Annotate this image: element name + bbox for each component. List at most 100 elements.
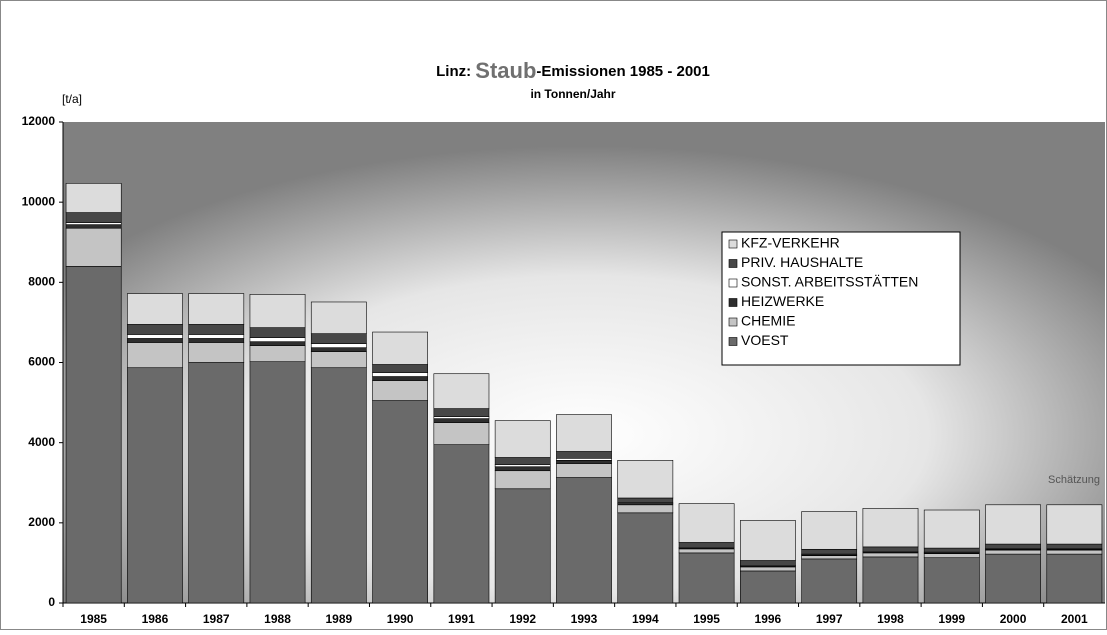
bar-segment: [985, 543, 1041, 549]
y-tick-label: 0: [48, 595, 55, 609]
bar-segment: [1046, 549, 1103, 555]
chart-title: Linz: Staub-Emissionen 1985 - 2001: [436, 58, 710, 83]
x-tick-label: 1999: [938, 612, 965, 626]
bar-segment: [310, 333, 367, 344]
x-tick-label: 1988: [264, 612, 291, 626]
bar-segment: [494, 420, 551, 458]
x-tick-label: 1996: [755, 612, 782, 626]
bar-segment: [310, 347, 367, 352]
bar-segment: [127, 334, 183, 339]
x-tick-label: 1995: [693, 612, 720, 626]
bar-segment: [494, 464, 551, 468]
bar-segment: [65, 183, 122, 213]
bar-segment: [433, 416, 490, 419]
bar-segment: [801, 558, 858, 604]
bar-segment: [494, 466, 551, 472]
bar-segment: [1046, 504, 1103, 545]
bar-segment: [127, 367, 183, 604]
bar-segment: [188, 334, 245, 339]
bar-segment: [617, 504, 674, 514]
title-part: Linz:: [436, 63, 475, 80]
x-tick-label: 1992: [509, 612, 536, 626]
bar-segment: [127, 338, 183, 343]
bar-segment: [65, 265, 122, 604]
bar-segment: [617, 497, 674, 504]
bar-segment: [65, 212, 122, 223]
bar-segment: [801, 511, 858, 550]
bar-segment: [188, 342, 245, 363]
y-tick-label: 6000: [28, 355, 55, 369]
bar-segment: [678, 503, 735, 543]
bar-segment: [923, 547, 980, 553]
bar-segment: [310, 343, 367, 348]
bar-segment: [65, 224, 122, 229]
x-tick-label: 1989: [325, 612, 352, 626]
x-tick-label: 1997: [816, 612, 843, 626]
title-part: Staub: [475, 58, 536, 83]
x-tick-label: 1994: [632, 612, 659, 626]
bar-segment: [985, 549, 1041, 555]
bar-segment: [433, 422, 490, 445]
bar-segment: [862, 556, 919, 604]
bar-segment: [556, 463, 612, 478]
y-tick-label: 2000: [28, 515, 55, 529]
bar-segment: [923, 509, 980, 549]
bar-segment: [556, 457, 612, 461]
bar-segment: [862, 508, 919, 548]
legend-swatch: [728, 298, 738, 307]
x-tick-label: 1991: [448, 612, 475, 626]
bar-segment: [433, 373, 490, 409]
bar-segment: [249, 341, 306, 346]
bar-segment: [985, 553, 1041, 604]
legend-label: CHEMIE: [741, 313, 795, 329]
bar-segment: [310, 351, 367, 369]
subtitle: in Tonnen/Jahr: [530, 87, 615, 101]
y-tick-label: 4000: [28, 435, 55, 449]
annotation: Schätzung: [1048, 474, 1100, 486]
legend-swatch: [728, 337, 738, 346]
bar-segment: [494, 470, 551, 490]
x-tick-label: 2000: [1000, 612, 1027, 626]
bar-segment: [739, 570, 796, 604]
bar-segment: [494, 488, 551, 604]
bar-segment: [372, 380, 429, 401]
bar-segment: [494, 457, 551, 466]
x-tick-label: 1990: [387, 612, 414, 626]
y-tick-label: 10000: [22, 194, 56, 208]
legend-label: KFZ-VERKEHR: [741, 235, 840, 251]
bar-segment: [127, 324, 183, 335]
bar-segment: [739, 520, 796, 561]
bar-segment: [617, 460, 674, 499]
bar-segment: [433, 418, 490, 423]
bar-segment: [923, 553, 980, 559]
bar-segment: [1046, 553, 1103, 604]
legend-swatch: [728, 317, 738, 327]
bar-segment: [923, 557, 980, 604]
bar-segment: [249, 294, 306, 328]
bar-segment: [678, 552, 735, 604]
bar-segment: [188, 362, 245, 604]
y-tick-label: 12000: [22, 114, 56, 128]
bar-segment: [556, 451, 612, 459]
bar-segment: [188, 338, 245, 343]
bar-segment: [310, 367, 367, 604]
bar-segment: [65, 222, 122, 225]
x-tick-label: 1998: [877, 612, 904, 626]
legend-label: PRIV. HAUSHALTE: [741, 254, 863, 270]
bar-segment: [739, 566, 796, 572]
bar-segment: [65, 227, 122, 267]
y-tick-label: 8000: [28, 275, 55, 289]
bar-segment: [372, 364, 429, 373]
legend-swatch: [728, 239, 738, 249]
bar-segment: [249, 327, 306, 338]
legend-label: HEIZWERKE: [741, 293, 824, 309]
legend-label: SONST. ARBEITSSTÄTTEN: [741, 274, 918, 290]
x-tick-label: 1987: [203, 612, 230, 626]
legend-swatch: [728, 278, 738, 288]
x-tick-label: 1993: [571, 612, 598, 626]
bar-segment: [556, 460, 612, 464]
bar-segment: [372, 331, 429, 365]
bar-segment: [249, 345, 306, 362]
bar-segment: [862, 546, 919, 552]
